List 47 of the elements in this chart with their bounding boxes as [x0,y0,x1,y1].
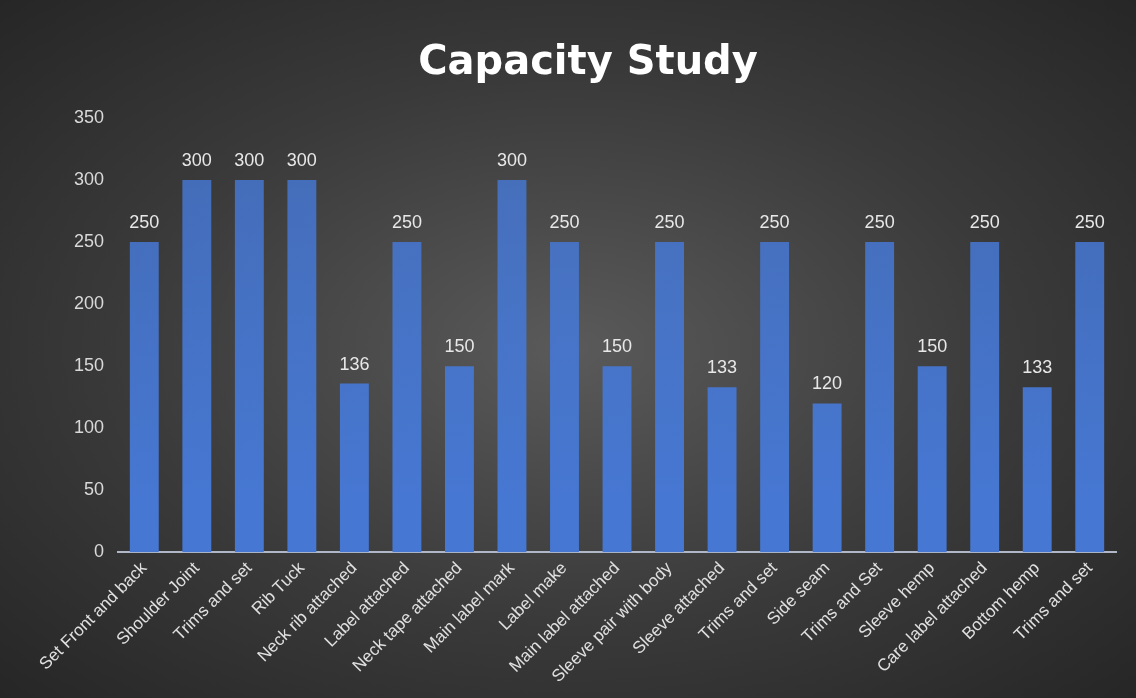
data-label: 300 [234,150,265,171]
chart-title: Capacity Study [418,37,758,84]
bar [129,242,159,553]
data-label: 250 [391,212,422,233]
data-label: 300 [181,150,212,171]
data-label: 250 [864,212,895,233]
bar [917,366,947,553]
y-tick-label: 250 [73,231,105,252]
bar [287,180,317,553]
y-tick-label: 50 [84,479,105,500]
data-label: 133 [1022,357,1053,378]
data-label: 250 [1074,212,1105,233]
data-label: 300 [496,150,527,171]
bar [655,242,684,553]
data-label: 250 [654,212,685,233]
bar [550,242,579,553]
bar [602,366,632,553]
data-label: 150 [601,336,633,357]
bar [707,387,737,553]
bar [1022,387,1052,553]
y-tick-label: 300 [73,169,105,190]
bar [970,242,1000,553]
data-label: 250 [549,212,580,233]
data-label: 133 [707,357,738,378]
bar [1075,242,1105,553]
y-tick-label: 100 [73,417,105,438]
y-tick-label: 200 [73,293,105,314]
data-label: 250 [129,212,160,233]
bar [812,403,842,553]
bar [182,180,212,553]
data-label: 136 [339,353,370,374]
data-label: 150 [917,336,948,357]
data-label: 150 [444,336,475,357]
bar [339,383,369,553]
bar [760,242,790,553]
bar [497,180,527,553]
bar [865,242,895,553]
y-tick-label: 0 [94,541,105,562]
data-label: 250 [759,212,790,233]
data-label: 300 [286,150,317,171]
bar [445,366,474,553]
data-label: 120 [812,373,843,394]
bar [234,180,264,553]
y-tick-label: 150 [73,355,105,376]
bar [392,242,422,553]
y-tick-label: 350 [73,106,105,127]
data-label: 250 [969,212,1000,233]
